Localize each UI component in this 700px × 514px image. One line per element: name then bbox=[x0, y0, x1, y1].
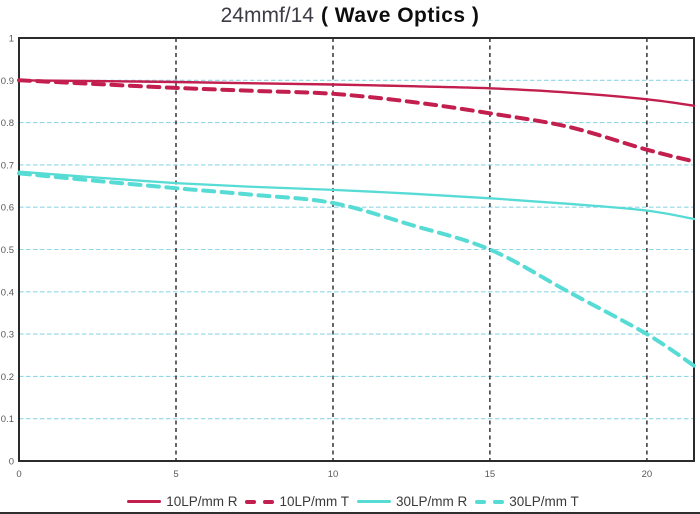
solid-line-swatch-red bbox=[127, 500, 162, 503]
dash-sample bbox=[475, 499, 487, 504]
x-tick-label: 15 bbox=[485, 469, 496, 480]
chart-title-subtitle: ( Wave Optics ) bbox=[320, 4, 480, 27]
series-line-10lp-mm-r bbox=[17, 79, 696, 107]
legend-label: 30LP/mm T bbox=[509, 494, 579, 509]
chart-title-lens: 24mmf/14 bbox=[220, 4, 314, 27]
series-line-10lp-mm-t bbox=[17, 78, 696, 164]
y-tick-label: 0.1 bbox=[1, 414, 14, 425]
dash-sample bbox=[245, 499, 257, 504]
x-tick-label: 0 bbox=[16, 469, 21, 480]
x-tick-label: 20 bbox=[642, 469, 653, 480]
y-tick-label: 0.9 bbox=[1, 76, 14, 87]
dashed-line-swatch-red bbox=[245, 499, 275, 504]
dash-sample bbox=[263, 499, 275, 504]
y-tick-label: 0.2 bbox=[1, 372, 14, 383]
dashed-line-swatch-cyan bbox=[475, 499, 505, 504]
series-line-30lp-mm-r bbox=[17, 170, 696, 221]
line-sample bbox=[357, 500, 391, 503]
solid-line-swatch-cyan bbox=[357, 500, 391, 503]
bottom-rule bbox=[0, 512, 700, 514]
legend-item-10lp-mm-t: 10LP/mm T bbox=[239, 494, 349, 509]
chart-legend: 10LP/mm R 10LP/mm T 30LP/mm R 30LP/mm T bbox=[0, 494, 700, 509]
x-tick-label: 5 bbox=[173, 469, 178, 480]
y-tick-label: 0.3 bbox=[1, 330, 14, 341]
plot-border bbox=[18, 37, 695, 462]
legend-item-30lp-mm-t: 30LP/mm T bbox=[469, 494, 579, 509]
y-tick-label: 0.8 bbox=[1, 118, 14, 129]
series-line-30lp-mm-t bbox=[17, 171, 696, 368]
y-tick-label: 0.4 bbox=[1, 287, 14, 298]
y-tick-label: 0.6 bbox=[1, 203, 14, 214]
legend-item-30lp-mm-r: 30LP/mm R bbox=[351, 494, 467, 509]
legend-label: 10LP/mm R bbox=[166, 494, 238, 509]
legend-label: 10LP/mm T bbox=[279, 494, 349, 509]
legend-label: 30LP/mm R bbox=[396, 494, 468, 509]
y-tick-label: 0.7 bbox=[1, 160, 14, 171]
legend-item-10lp-mm-r: 10LP/mm R bbox=[121, 494, 237, 509]
y-tick-label: 0 bbox=[9, 457, 14, 468]
x-tick-label: 10 bbox=[328, 469, 339, 480]
y-tick-label: 1 bbox=[9, 34, 14, 45]
y-tick-label: 0.5 bbox=[1, 245, 14, 256]
dash-sample bbox=[493, 499, 505, 504]
chart-title: 24mmf/14 ( Wave Optics ) bbox=[0, 1, 700, 31]
line-sample bbox=[127, 500, 162, 503]
